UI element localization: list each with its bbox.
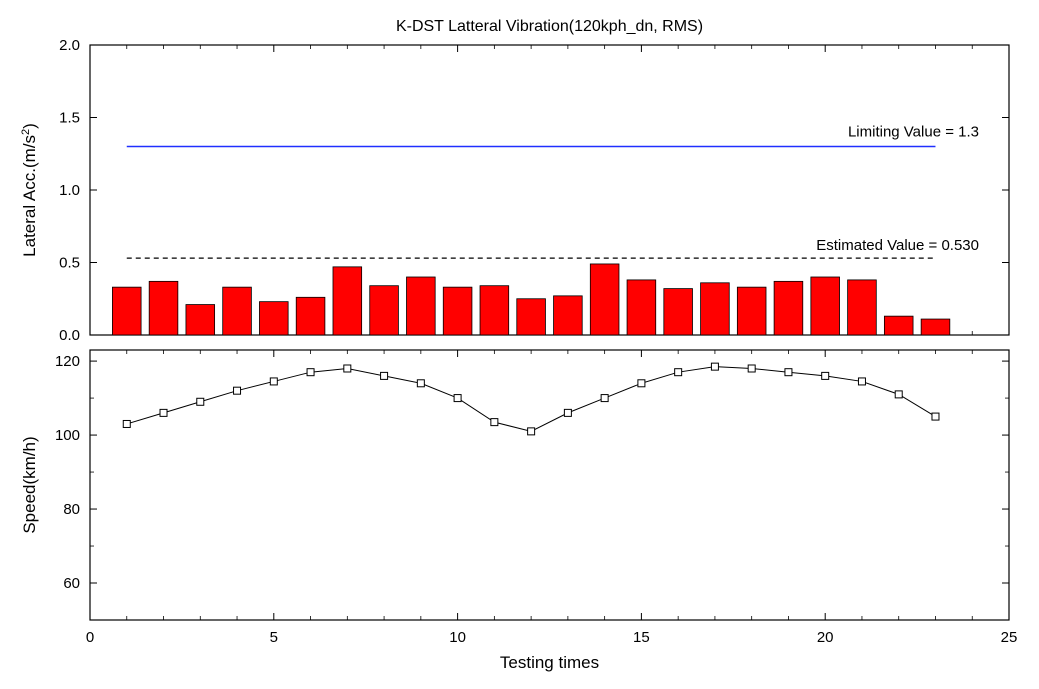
acc-bar — [112, 287, 141, 335]
top-ytick-label: 1.5 — [59, 110, 80, 127]
estimate-line-label-svg: Estimated Value = 0.530 — [816, 237, 979, 254]
acc-bar — [664, 289, 693, 335]
acc-bar — [443, 287, 472, 335]
speed-marker — [491, 419, 498, 426]
figure: K-DST Latteral Vibration(120kph_dn, RMS)… — [0, 0, 1039, 689]
top-ytick-label: 2.0 — [59, 37, 80, 54]
acc-bar — [370, 286, 399, 335]
acc-bar — [149, 281, 178, 335]
limit-line-label-svg: Limiting Value = 1.3 — [848, 124, 979, 141]
speed-marker — [454, 395, 461, 402]
bottom-xtick-label: 10 — [449, 629, 466, 646]
speed-marker — [711, 363, 718, 370]
acc-bar — [480, 286, 509, 335]
bottom-xtick-label: 25 — [1001, 629, 1018, 646]
speed-marker — [344, 365, 351, 372]
acc-bar — [737, 287, 766, 335]
speed-marker — [748, 365, 755, 372]
speed-marker — [528, 428, 535, 435]
top-ytick-label: 0.5 — [59, 255, 80, 272]
bottom-ylabel-svg: Speed(km/h) — [20, 436, 39, 533]
acc-bar — [296, 297, 325, 335]
speed-marker — [197, 398, 204, 405]
acc-bar — [848, 280, 877, 335]
bottom-panel-frame — [90, 350, 1009, 620]
speed-marker — [307, 369, 314, 376]
speed-marker — [564, 409, 571, 416]
speed-marker — [417, 380, 424, 387]
speed-marker — [895, 391, 902, 398]
bottom-ytick-label: 120 — [55, 353, 80, 370]
acc-bar — [554, 296, 583, 335]
bottom-ytick-label: 80 — [63, 501, 80, 518]
speed-line — [127, 367, 936, 432]
acc-bar — [590, 264, 619, 335]
acc-bar — [517, 299, 546, 335]
speed-marker — [858, 378, 865, 385]
speed-marker — [601, 395, 608, 402]
acc-bar — [921, 319, 950, 335]
top-ytick-label: 1.0 — [59, 182, 80, 199]
chart-title-svg: K-DST Latteral Vibration(120kph_dn, RMS) — [396, 18, 703, 35]
acc-bar — [811, 277, 840, 335]
speed-marker — [270, 378, 277, 385]
speed-marker — [638, 380, 645, 387]
speed-marker — [123, 420, 130, 427]
acc-bar — [407, 277, 436, 335]
bottom-xtick-label: 15 — [633, 629, 650, 646]
top-ylabel-svg: Lateral Acc.(m/s2) — [20, 123, 39, 257]
top-ytick-label: 0.0 — [59, 327, 80, 344]
bottom-xtick-label: 0 — [86, 629, 94, 646]
speed-marker — [160, 409, 167, 416]
acc-bar — [186, 305, 215, 335]
acc-bar — [259, 302, 288, 335]
bottom-ytick-label: 60 — [63, 575, 80, 592]
acc-bar — [627, 280, 656, 335]
speed-marker — [932, 413, 939, 420]
bottom-xtick-label: 20 — [817, 629, 834, 646]
acc-bar — [884, 316, 913, 335]
speed-marker — [785, 369, 792, 376]
bottom-ytick-label: 100 — [55, 427, 80, 444]
speed-marker — [822, 372, 829, 379]
speed-marker — [381, 372, 388, 379]
bottom-xtick-label: 5 — [270, 629, 278, 646]
acc-bar — [223, 287, 252, 335]
x-axis-label-svg: Testing times — [500, 653, 599, 672]
acc-bar — [333, 267, 362, 335]
speed-marker — [675, 369, 682, 376]
acc-bar — [774, 281, 803, 335]
acc-bar — [701, 283, 730, 335]
speed-marker — [234, 387, 241, 394]
